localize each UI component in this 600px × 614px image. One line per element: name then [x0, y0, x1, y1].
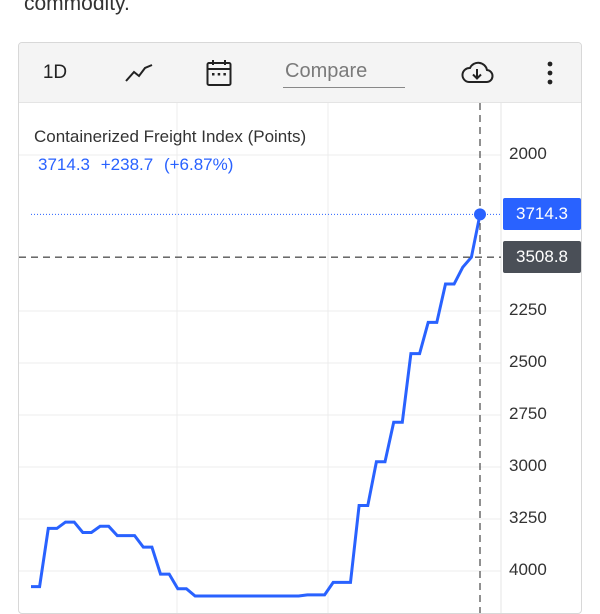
date-range-button[interactable] [199, 43, 239, 102]
compare-field-wrap [283, 43, 405, 102]
compare-input[interactable] [283, 57, 405, 88]
y-tick-label: 2000 [509, 144, 547, 163]
y-tick-label: 2750 [509, 404, 547, 423]
change-percent: (+6.87%) [163, 155, 234, 174]
last-point-marker [474, 208, 486, 221]
chart-widget: 1D [18, 42, 582, 614]
line-chart-button[interactable] [119, 43, 159, 102]
range-selector-button[interactable]: 1D [42, 61, 68, 83]
y-tick-label: 4000 [509, 560, 547, 579]
price-chart [19, 103, 502, 613]
line-chart-icon [125, 63, 153, 82]
y-tick-label: 2500 [509, 352, 547, 371]
intro-text-fragment: commodity. [24, 0, 130, 15]
chart-toolbar: 1D [19, 43, 581, 103]
more-options-button[interactable] [535, 43, 565, 102]
last-price-tag: 3714.3 [503, 198, 581, 231]
y-tick-label: 2250 [509, 300, 547, 319]
chart-area[interactable]: Containerized Freight Index (Points) 371… [19, 103, 581, 613]
download-cloud-icon [461, 61, 494, 83]
chart-legend-values: 3714.3 +238.7 (+6.87%) [38, 155, 239, 175]
change-value: +238.7 [100, 155, 154, 174]
more-vertical-icon [547, 61, 553, 84]
y-tick-label: 3250 [509, 508, 547, 527]
series-line [31, 214, 482, 598]
last-value: 3714.3 [38, 155, 90, 174]
download-button[interactable] [457, 43, 497, 102]
chart-title: Containerized Freight Index (Points) [34, 127, 307, 146]
y-tick-label: 3000 [509, 456, 547, 475]
calendar-icon [206, 59, 232, 86]
crosshair-price-tag: 3508.8 [503, 241, 581, 274]
